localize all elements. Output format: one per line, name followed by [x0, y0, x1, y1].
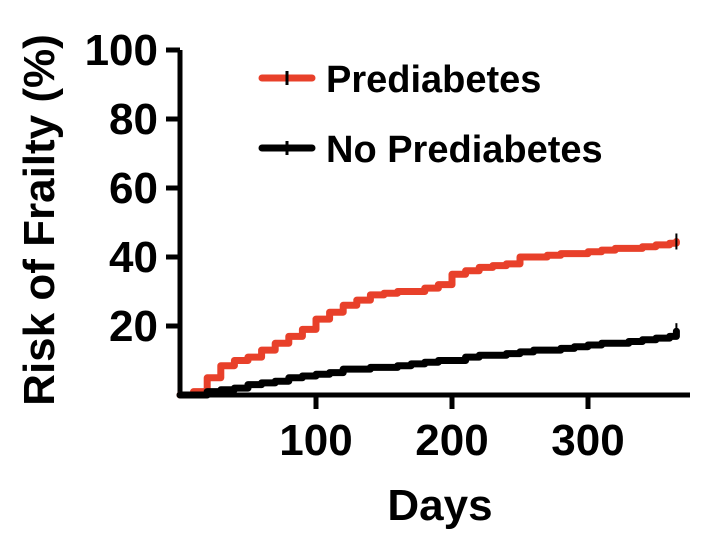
y-tick-label-80: 80 — [109, 95, 158, 144]
x-tick-label-200: 200 — [415, 416, 488, 465]
legend: Prediabetes No Prediabetes — [258, 59, 603, 171]
y-tick-label-20: 20 — [109, 302, 158, 351]
legend-label-prediabetes: Prediabetes — [326, 59, 541, 101]
legend-label-no-prediabetes: No Prediabetes — [326, 129, 603, 171]
x-tick-label-300: 300 — [551, 416, 624, 465]
y-axis-title: Risk of Frailty (%) — [15, 34, 64, 406]
x-tick-label-100: 100 — [279, 416, 352, 465]
series-layer — [176, 233, 680, 399]
series-line-no-prediabetes — [176, 327, 680, 399]
ticks: 20 40 60 80 100 100 200 300 — [85, 26, 625, 465]
series-line-prediabetes — [176, 238, 680, 399]
y-tick-label-40: 40 — [109, 233, 158, 282]
axes — [177, 50, 690, 398]
y-tick-label-60: 60 — [109, 164, 158, 213]
y-tick-label-100: 100 — [85, 26, 158, 75]
x-axis-title: Days — [387, 481, 492, 530]
